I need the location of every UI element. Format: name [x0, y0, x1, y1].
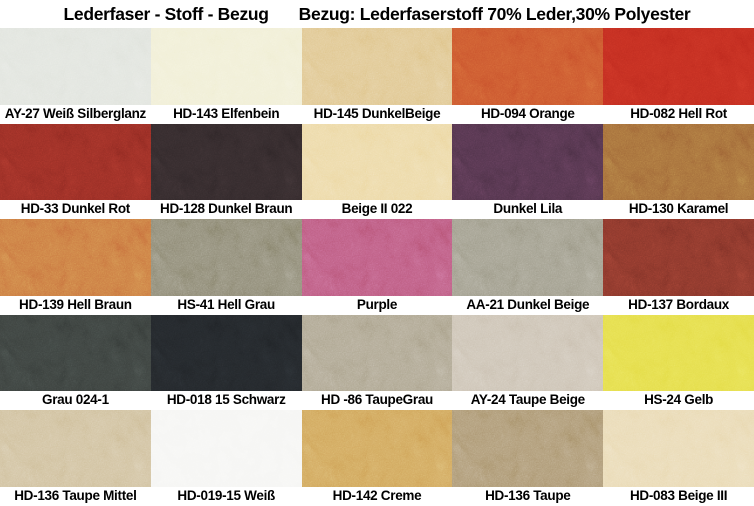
color-swatch [603, 123, 754, 201]
swatch-row: Grau 024-1 HD-018 15 Schwarz HD -86 Taup… [0, 314, 754, 411]
color-swatch [603, 219, 754, 296]
color-swatch [301, 28, 453, 105]
swatch-label: HS-24 Gelb [603, 391, 754, 411]
swatch-cell: HD-139 Hell Braun [0, 219, 151, 315]
color-swatch [150, 314, 302, 392]
swatch-label: HD-142 Creme [301, 486, 453, 506]
swatch-label: Dunkel Lila [452, 200, 604, 220]
color-swatch [150, 28, 302, 105]
page-title-right: Bezug: Lederfaserstoff 70% Leder,30% Pol… [298, 3, 691, 24]
swatch-label: HS-41 Hell Grau [150, 295, 302, 315]
color-swatch [603, 314, 754, 392]
color-swatch [0, 314, 151, 392]
swatch-cell: HD-094 Orange [452, 28, 604, 124]
swatch-cell: HD-128 Dunkel Braun [150, 123, 302, 220]
color-swatch [301, 314, 453, 392]
swatch-cell: HD-145 DunkelBeige [301, 28, 453, 124]
color-swatch [301, 219, 453, 296]
swatch-cell: Purple [301, 219, 453, 315]
swatch-label: HD-094 Orange [452, 104, 604, 124]
color-swatch [0, 123, 151, 201]
swatch-row: AY-27 Weiß Silberglanz HD-143 Elfenbein … [0, 28, 754, 124]
color-swatch [0, 219, 151, 296]
swatch-cell: Dunkel Lila [452, 123, 604, 220]
color-swatch [150, 123, 302, 201]
swatch-label: HD-082 Hell Rot [603, 104, 754, 124]
swatch-cell: Grau 024-1 [0, 314, 151, 411]
swatch-cell: HD-33 Dunkel Rot [0, 123, 151, 220]
swatch-label: Purple [301, 295, 453, 315]
swatch-cell: HD-143 Elfenbein [150, 28, 302, 124]
swatch-cell: HD-018 15 Schwarz [150, 314, 302, 411]
swatch-row: HD-139 Hell Braun HS-41 Hell Grau Purple… [0, 219, 754, 315]
color-swatch [452, 219, 604, 296]
swatch-label: AA-21 Dunkel Beige [452, 295, 604, 315]
color-swatch [150, 410, 302, 487]
swatch-label: HD -86 TaupeGrau [301, 391, 453, 411]
swatch-cell: HD-142 Creme [301, 410, 453, 506]
swatch-cell: HD-083 Beige III [603, 410, 754, 506]
swatch-cell: AA-21 Dunkel Beige [452, 219, 604, 315]
swatch-label: HD-143 Elfenbein [150, 104, 302, 124]
swatch-label: Beige II 022 [301, 200, 453, 220]
color-swatch [301, 410, 453, 487]
color-swatch [0, 410, 151, 487]
swatch-label: HD-128 Dunkel Braun [150, 200, 302, 220]
color-swatch [0, 28, 151, 105]
swatch-label: HD-130 Karamel [603, 200, 754, 220]
color-swatch [452, 314, 604, 392]
swatch-row: HD-33 Dunkel Rot HD-128 Dunkel Braun Bei… [0, 123, 754, 220]
swatch-cell: AY-27 Weiß Silberglanz [0, 28, 151, 124]
swatch-cell: HD-137 Bordaux [603, 219, 754, 315]
page-title: Lederfaser - Stoff - Bezug Bezug: Lederf… [0, 0, 754, 28]
swatch-label: HD-145 DunkelBeige [301, 104, 453, 124]
color-swatch [603, 410, 754, 487]
swatch-label: HD-33 Dunkel Rot [0, 200, 151, 220]
swatch-label: Grau 024-1 [0, 391, 151, 411]
swatch-cell: HD-136 Taupe Mittel [0, 410, 151, 506]
color-swatch [603, 28, 754, 105]
swatch-cell: HD-019-15 Weiß [150, 410, 302, 506]
swatch-grid: AY-27 Weiß Silberglanz HD-143 Elfenbein … [0, 28, 754, 506]
swatch-label: HD-137 Bordaux [603, 295, 754, 315]
color-swatch [452, 123, 604, 201]
color-swatch [452, 28, 604, 105]
swatch-cell: AY-24 Taupe Beige [452, 314, 604, 411]
swatch-cell: HD-130 Karamel [603, 123, 754, 220]
color-swatch [452, 410, 604, 487]
swatch-label: AY-27 Weiß Silberglanz [0, 104, 151, 124]
swatch-cell: HS-41 Hell Grau [150, 219, 302, 315]
swatch-label: HD-136 Taupe Mittel [0, 486, 151, 506]
swatch-row: HD-136 Taupe Mittel HD-019-15 Weiß HD-14… [0, 410, 754, 506]
swatch-cell: HD-136 Taupe [452, 410, 604, 506]
swatch-label: HD-136 Taupe [452, 486, 604, 506]
color-swatch [301, 123, 453, 201]
swatch-label: HD-139 Hell Braun [0, 295, 151, 315]
swatch-cell: HD -86 TaupeGrau [301, 314, 453, 411]
swatch-label: HD-083 Beige III [603, 486, 754, 506]
page-title-left: Lederfaser - Stoff - Bezug [63, 3, 269, 24]
swatch-label: HD-019-15 Weiß [150, 486, 302, 506]
color-swatch [150, 219, 302, 296]
swatch-cell: HD-082 Hell Rot [603, 28, 754, 124]
swatch-cell: Beige II 022 [301, 123, 453, 220]
swatch-label: HD-018 15 Schwarz [150, 391, 302, 411]
swatch-cell: HS-24 Gelb [603, 314, 754, 411]
swatch-label: AY-24 Taupe Beige [452, 391, 604, 411]
